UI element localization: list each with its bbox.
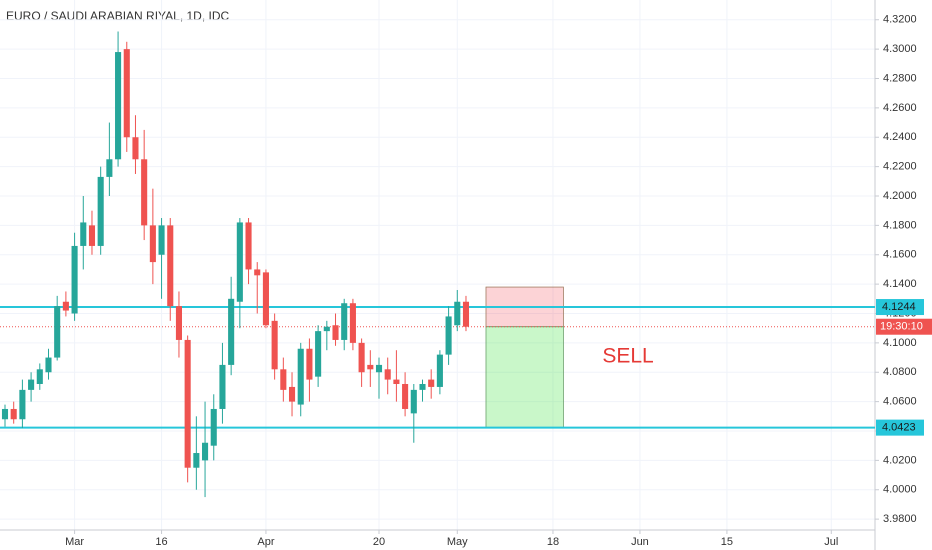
x-tick-label: Apr (257, 536, 274, 548)
level-label-bg (876, 419, 924, 436)
candle-body (10, 408, 17, 420)
level-label: 4.0423 (882, 422, 916, 434)
y-tick-label: 4.2600 (883, 102, 917, 114)
x-tick-label: May (447, 536, 468, 548)
candle-body (462, 301, 470, 327)
y-tick-label: 4.0800 (883, 366, 917, 378)
candle-body (384, 369, 391, 380)
candle-body (410, 389, 417, 414)
x-tick-label: Jun (631, 536, 649, 548)
sell-label: SELL (602, 345, 653, 368)
candle-body (19, 389, 26, 420)
y-tick-label: 4.2000 (883, 190, 917, 202)
candle-body (323, 326, 330, 332)
y-tick-label: 4.2800 (883, 72, 917, 84)
candle-body (158, 225, 165, 255)
candle-body (167, 225, 174, 307)
candle-body (28, 379, 35, 390)
x-tick-label: 20 (373, 536, 385, 548)
candle-body (71, 245, 78, 314)
y-tick-label: 3.9800 (883, 513, 917, 525)
candle-body (106, 159, 113, 177)
candle-body (132, 137, 139, 160)
candle-body (419, 384, 426, 390)
y-tick-label: 4.0000 (883, 484, 917, 496)
candle-body (193, 453, 200, 468)
candle-body (184, 339, 191, 468)
candle-body (367, 364, 374, 370)
y-tick-label: 4.1600 (883, 249, 917, 261)
target-zone (485, 326, 564, 429)
candle-body (1, 408, 9, 420)
x-tick-label: Jul (824, 536, 838, 548)
candle-body (141, 159, 148, 226)
candle-body (341, 303, 348, 340)
candle-body (45, 357, 52, 373)
candle-body (454, 301, 461, 326)
candle-body (88, 225, 96, 246)
candle-body (306, 348, 313, 380)
y-tick-label: 4.2400 (883, 131, 917, 143)
y-tick-label: 4.1000 (883, 337, 917, 349)
candle-body (54, 306, 61, 358)
candle-body (402, 384, 409, 409)
candle-body (202, 442, 209, 461)
candle-body (288, 386, 296, 402)
candle-body (115, 52, 122, 160)
candle-body (445, 316, 452, 355)
level-label: 4.1244 (882, 301, 916, 313)
candle-body (271, 320, 278, 370)
y-tick-label: 4.3200 (883, 14, 917, 26)
countdown-bg (876, 318, 932, 335)
candle-body (332, 325, 339, 340)
level-label-bg (876, 299, 924, 316)
y-tick-label: 4.0600 (883, 396, 917, 408)
candle-body (245, 222, 252, 270)
candle-body (210, 408, 217, 446)
candle-body (349, 303, 356, 343)
y-tick-label: 4.2200 (883, 161, 917, 173)
y-tick-label: 4.1800 (883, 219, 917, 231)
x-tick-label: 16 (155, 536, 167, 548)
x-tick-label: Mar (65, 536, 84, 548)
candle-body (436, 354, 443, 387)
candle-body (262, 272, 269, 326)
candle-body (36, 369, 43, 384)
x-tick-label: 15 (721, 536, 733, 548)
y-tick-label: 4.0200 (883, 454, 917, 466)
candle-body (219, 364, 226, 409)
candle-body (375, 364, 383, 373)
candle-body (358, 342, 365, 373)
candle-body (297, 348, 304, 405)
candle-body (236, 222, 243, 302)
candle-body (175, 306, 183, 340)
y-tick-label: 4.1400 (883, 278, 917, 290)
candle-body (393, 379, 400, 384)
candle-body (97, 176, 104, 246)
candle-body (80, 222, 87, 246)
candle-body (254, 269, 261, 276)
countdown-label: 19:30:10 (880, 321, 923, 333)
candle-body (62, 301, 69, 311)
candle-body (228, 298, 235, 365)
candle-body (428, 379, 435, 387)
candle-body (123, 49, 130, 138)
candle-body (315, 331, 322, 377)
candle-body (149, 225, 156, 263)
x-tick-label: 18 (547, 536, 559, 548)
candle-body (280, 369, 287, 390)
y-tick-label: 4.3000 (883, 43, 917, 55)
chart-title: EURO / SAUDI ARABIAN RIYAL, 1D, IDC (6, 9, 230, 23)
